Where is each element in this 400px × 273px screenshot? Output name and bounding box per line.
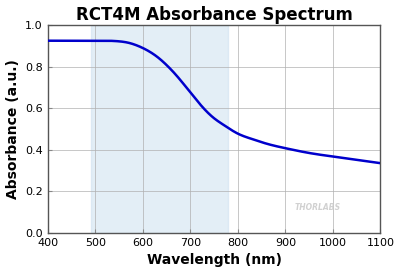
- Title: RCT4M Absorbance Spectrum: RCT4M Absorbance Spectrum: [76, 5, 352, 23]
- Bar: [90, 25, 228, 233]
- X-axis label: Wavelength (nm): Wavelength (nm): [146, 253, 282, 268]
- Y-axis label: Absorbance (a.u.): Absorbance (a.u.): [6, 59, 20, 199]
- Text: THORLABS: THORLABS: [294, 203, 340, 212]
